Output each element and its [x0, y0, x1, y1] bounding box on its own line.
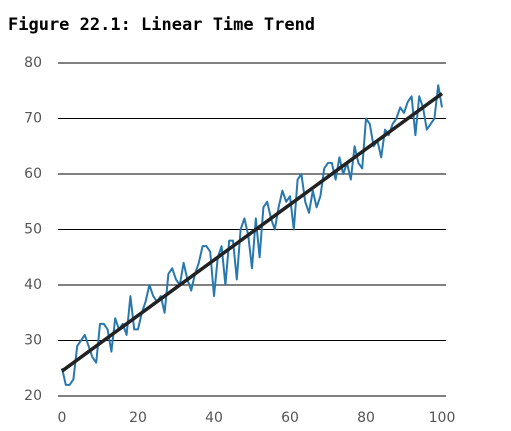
y-tick-label: 50	[24, 222, 42, 238]
x-tick-label: 60	[281, 410, 299, 426]
x-tick-label: 20	[129, 410, 147, 426]
y-tick-label: 40	[24, 277, 42, 293]
y-tick-label: 30	[24, 333, 42, 349]
series-line	[60, 92, 444, 373]
x-tick-label: 0	[58, 410, 67, 426]
x-tick-label: 100	[429, 410, 456, 426]
x-tick-label: 40	[205, 410, 223, 426]
x-tick-label: 80	[357, 410, 375, 426]
y-tick-label: 60	[24, 166, 42, 182]
chart-title: Figure 22.1: Linear Time Trend	[8, 15, 315, 35]
y-tick-label: 80	[24, 55, 42, 71]
y-tick-label: 20	[24, 388, 42, 404]
y-tick-label: 70	[24, 111, 42, 127]
series-line	[61, 84, 443, 386]
